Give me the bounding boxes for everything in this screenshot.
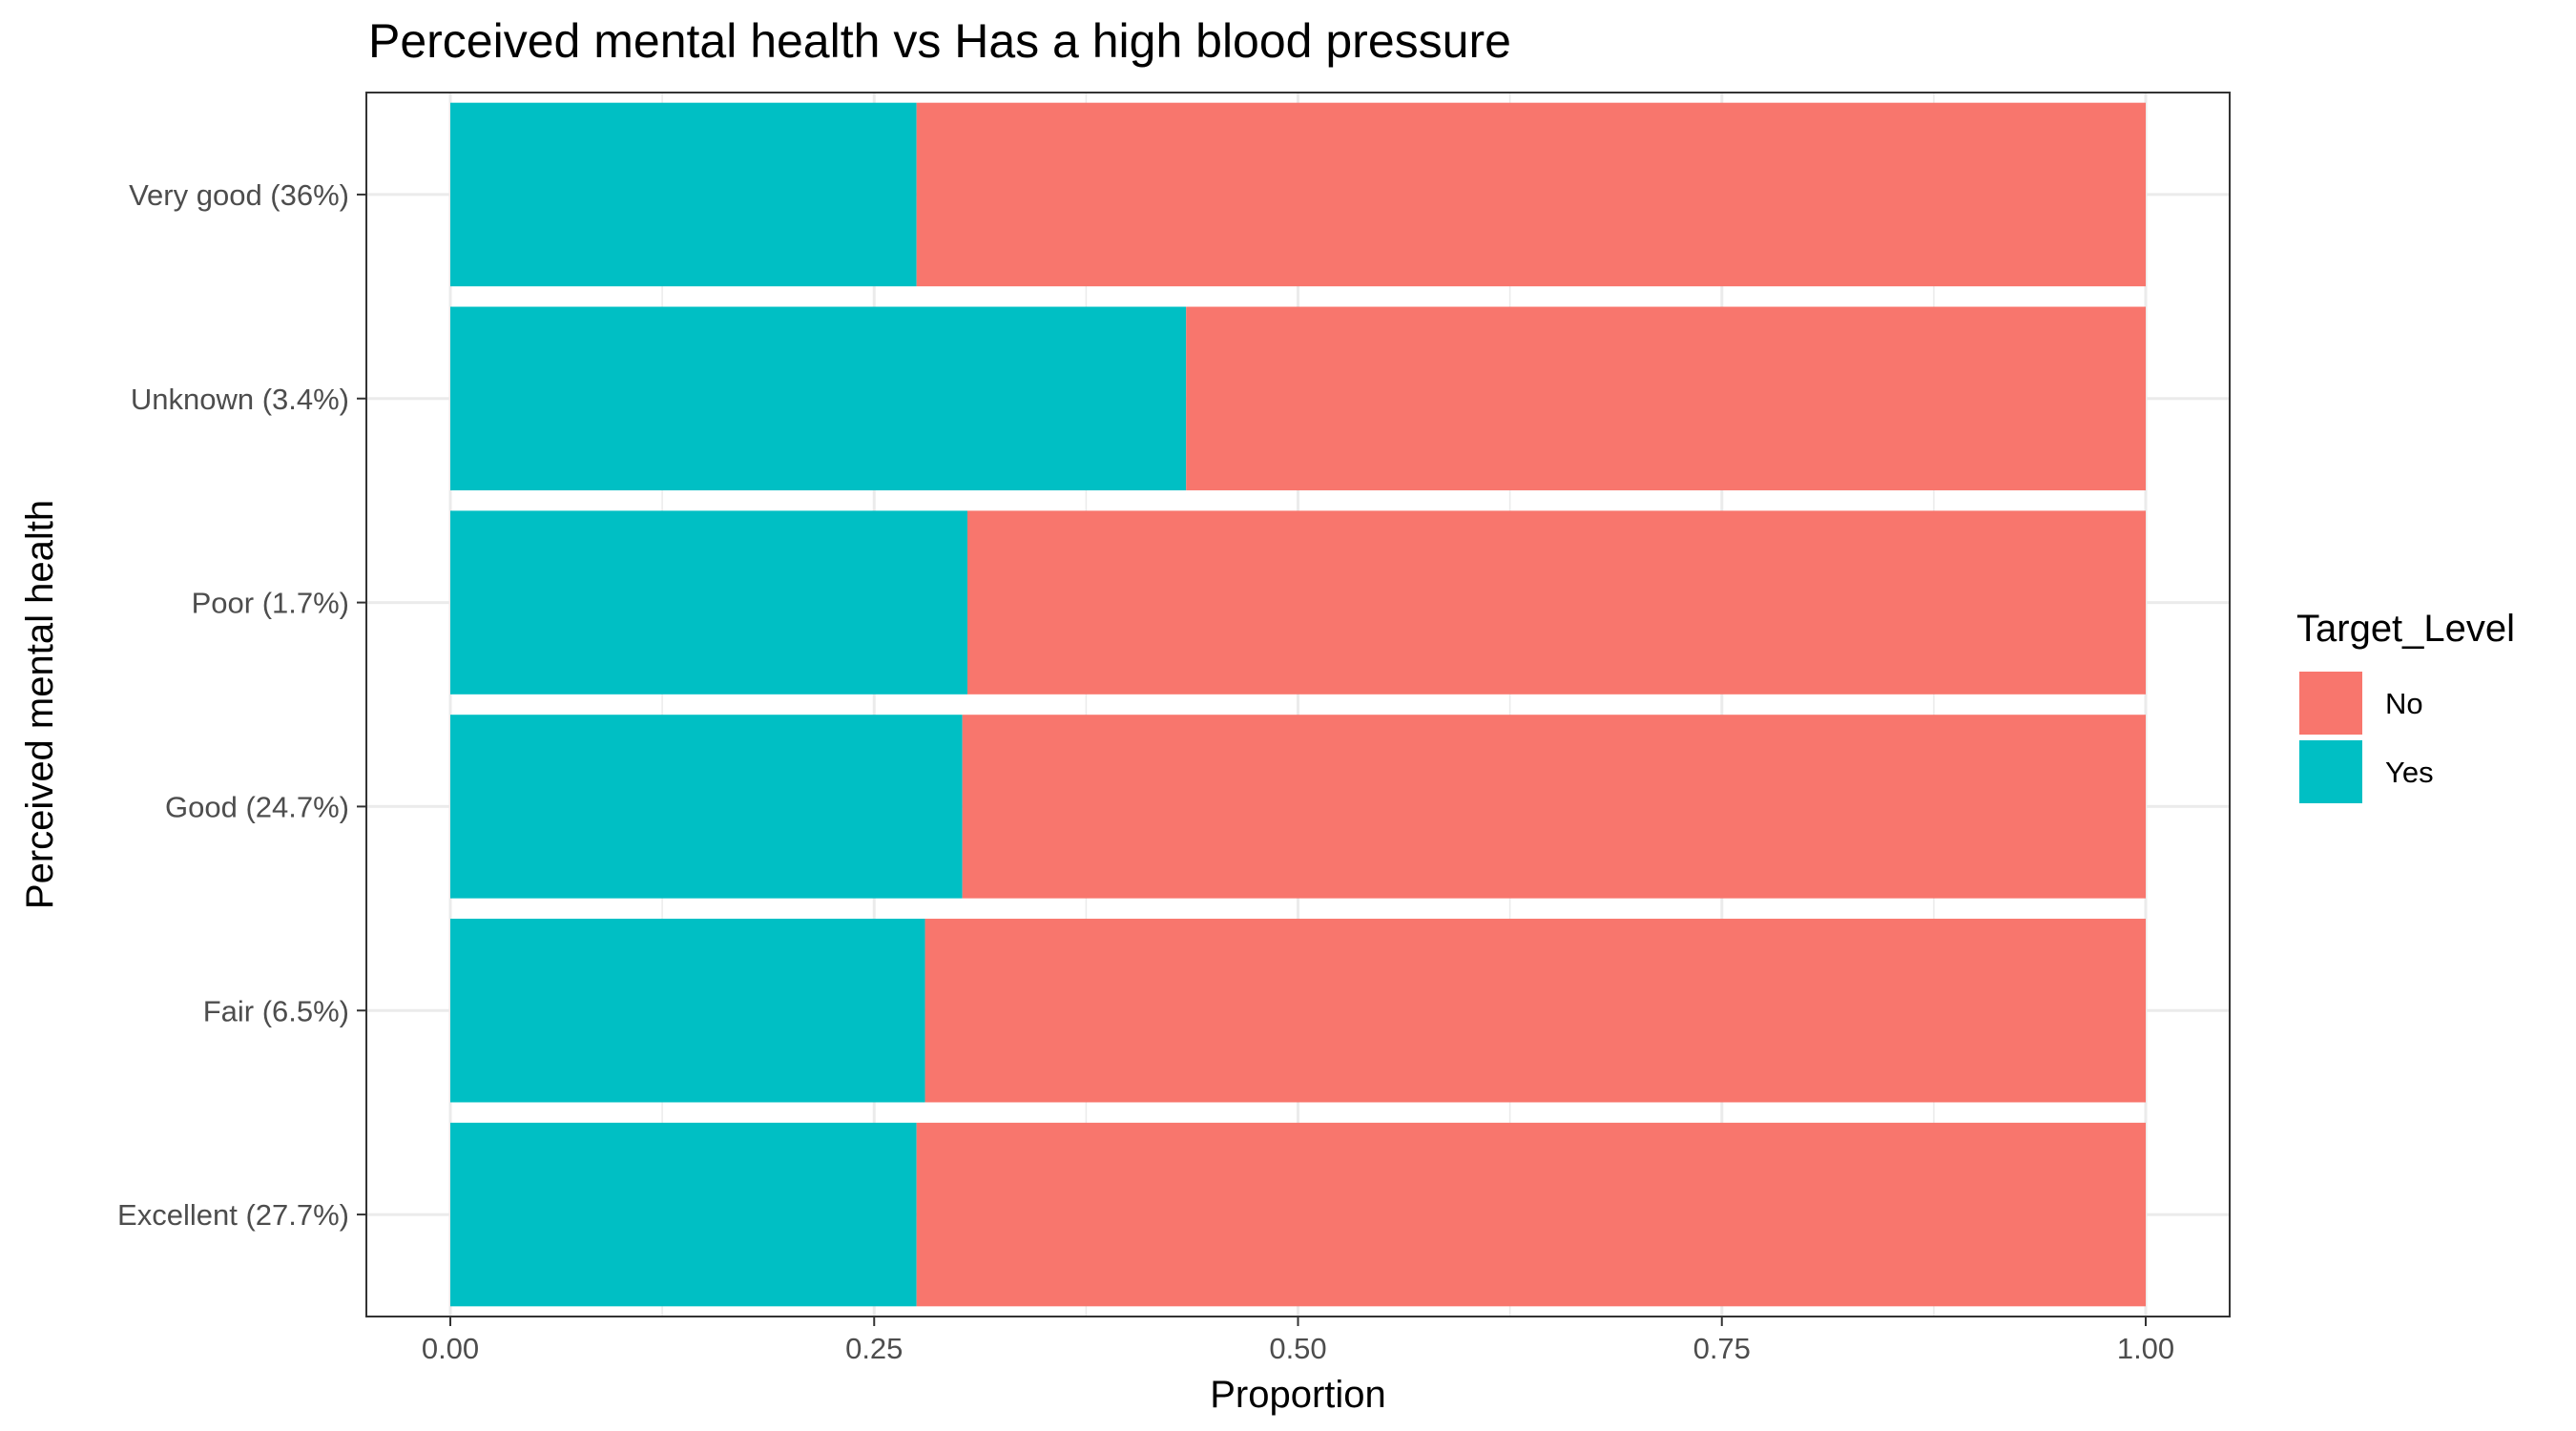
bar-segment-yes xyxy=(450,510,967,695)
bar-segment-no xyxy=(916,1122,2146,1307)
y-tick-label: Good (24.7%) xyxy=(165,790,349,823)
bar-segment-yes xyxy=(450,919,925,1103)
y-tick-label: Very good (36%) xyxy=(129,178,349,212)
bar-segment-yes xyxy=(450,102,917,287)
bar-segment-yes xyxy=(450,1122,917,1307)
x-tick-label: 0.75 xyxy=(1693,1332,1751,1365)
y-tick-label: Unknown (3.4%) xyxy=(131,383,349,416)
x-axis: 0.00 0.25 0.50 0.75 1.00 xyxy=(422,1317,2174,1365)
bar-segment-no xyxy=(966,510,2146,695)
y-tick-label: Excellent (27.7%) xyxy=(117,1198,349,1232)
x-tick-label: 0.25 xyxy=(845,1332,903,1365)
x-tick-label: 0.00 xyxy=(422,1332,479,1365)
chart-title: Perceived mental health vs Has a high bl… xyxy=(368,14,1511,68)
bar-segment-no xyxy=(924,919,2146,1103)
bar-segment-no xyxy=(1186,306,2146,490)
legend-label-yes: Yes xyxy=(2385,756,2434,789)
legend-label-no: No xyxy=(2385,687,2423,720)
bar-segment-no xyxy=(962,715,2146,899)
x-axis-title: Proportion xyxy=(1210,1374,1386,1416)
legend: Target_Level No Yes xyxy=(2296,608,2515,803)
y-tick-label: Fair (6.5%) xyxy=(203,994,349,1027)
y-axis: Excellent (27.7%) Fair (6.5%) Good (24.7%)… xyxy=(117,178,366,1232)
legend-swatch-no xyxy=(2299,672,2362,735)
legend-title: Target_Level xyxy=(2296,608,2515,650)
bars xyxy=(450,102,2146,1307)
bar-segment-yes xyxy=(450,715,963,899)
x-tick-label: 1.00 xyxy=(2117,1332,2174,1365)
x-tick-label: 0.50 xyxy=(1269,1332,1326,1365)
y-axis-title: Perceived mental health xyxy=(19,500,61,909)
bar-segment-yes xyxy=(450,306,1187,490)
legend-swatch-yes xyxy=(2299,740,2362,803)
bar-segment-no xyxy=(916,102,2146,287)
y-tick-label: Poor (1.7%) xyxy=(192,587,349,620)
